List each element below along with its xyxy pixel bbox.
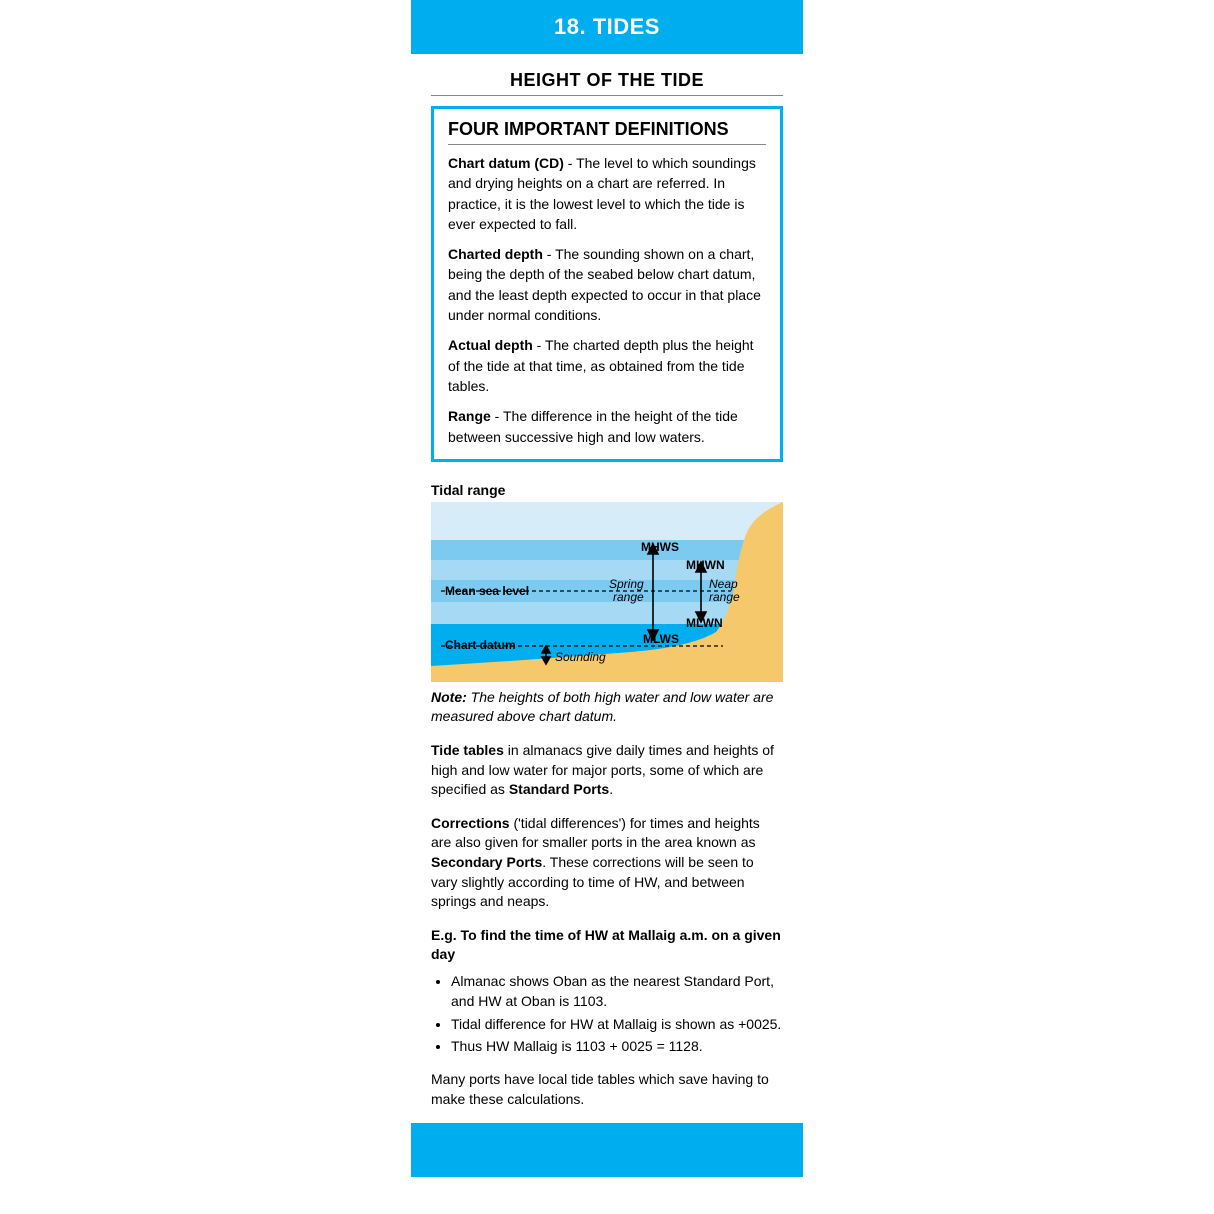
chapter-title: 18. TIDES [554, 14, 660, 39]
list-item: Almanac shows Oban as the nearest Standa… [451, 971, 783, 1012]
diagram-title: Tidal range [431, 482, 783, 498]
page: 18. TIDES HEIGHT OF THE TIDE FOUR IMPORT… [411, 0, 803, 1177]
example-bullets: Almanac shows Oban as the nearest Standa… [451, 971, 783, 1056]
paragraph-corrections: Corrections ('tidal differences') for ti… [431, 814, 783, 912]
label-mhws: MHWS [641, 540, 679, 554]
list-item: Tidal difference for HW at Mallaig is sh… [451, 1014, 783, 1034]
paragraph-closing: Many ports have local tide tables which … [431, 1070, 783, 1109]
list-item: Thus HW Mallaig is 1103 + 0025 = 1128. [451, 1036, 783, 1056]
definition-text: - The difference in the height of the ti… [448, 408, 738, 444]
tidal-range-diagram: MHWS MHWN MLWN MLWS Mean sea level Chart… [431, 502, 783, 682]
example-title: E.g. To find the time of HW at Mallaig a… [431, 926, 783, 965]
definition-item: Chart datum (CD) - The level to which so… [448, 153, 766, 234]
label-mean-sea-level: Mean sea level [445, 584, 529, 598]
label-spring-range: Springrange [609, 578, 644, 604]
definitions-title: FOUR IMPORTANT DEFINITIONS [448, 119, 766, 145]
chapter-header: 18. TIDES [411, 0, 803, 54]
definition-term: Charted depth [448, 246, 543, 262]
label-mlws: MLWS [643, 632, 679, 646]
note-text: The heights of both high water and low w… [431, 689, 773, 725]
definition-term: Chart datum (CD) [448, 155, 564, 171]
note-bold: Note: [431, 689, 467, 705]
section-title: HEIGHT OF THE TIDE [411, 70, 803, 91]
definition-term: Actual depth [448, 337, 533, 353]
label-chart-datum: Chart datum [445, 638, 516, 652]
section-rule [431, 95, 783, 96]
definition-item: Actual depth - The charted depth plus th… [448, 335, 766, 396]
definition-item: Range - The difference in the height of … [448, 406, 766, 447]
definition-term: Range [448, 408, 491, 424]
footer-band [411, 1123, 803, 1177]
paragraph-tide-tables: Tide tables in almanacs give daily times… [431, 741, 783, 800]
label-mlwn: MLWN [686, 616, 723, 630]
label-mhwn: MHWN [686, 558, 725, 572]
diagram-note: Note: The heights of both high water and… [431, 688, 783, 727]
definitions-box: FOUR IMPORTANT DEFINITIONS Chart datum (… [431, 106, 783, 462]
definition-item: Charted depth - The sounding shown on a … [448, 244, 766, 325]
label-neap-range: Neaprange [709, 578, 740, 604]
label-sounding: Sounding [555, 650, 606, 664]
